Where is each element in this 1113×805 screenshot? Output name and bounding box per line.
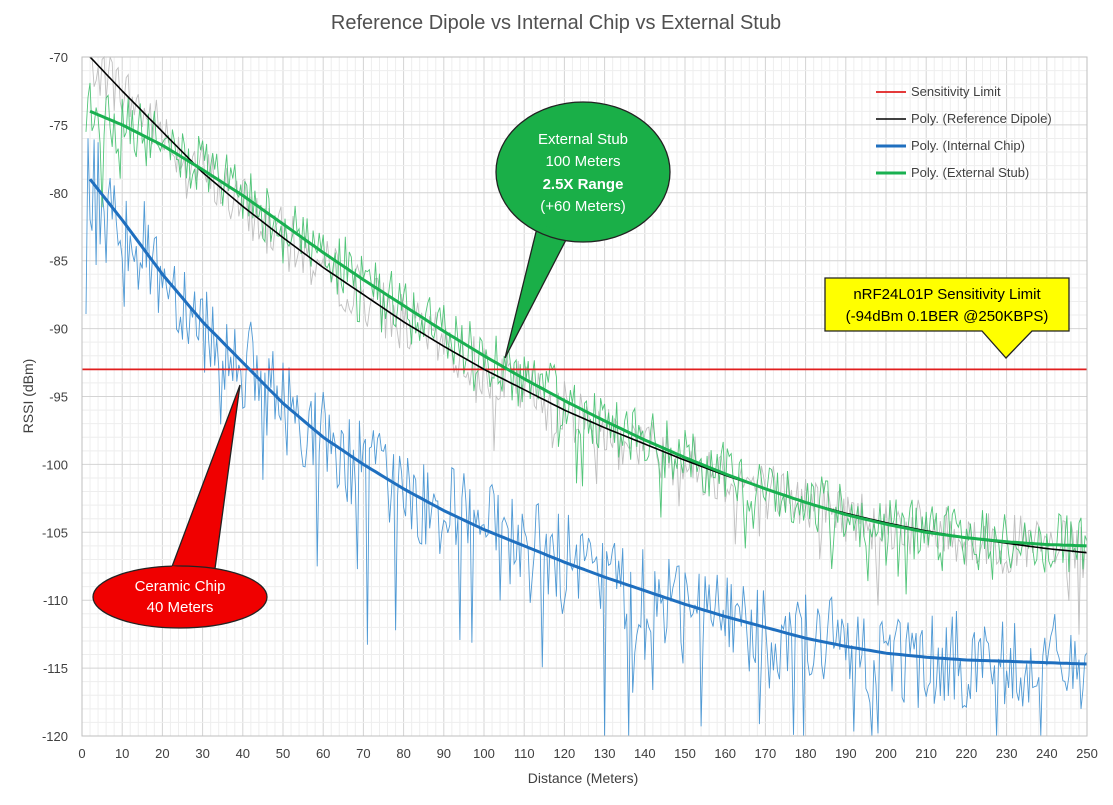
legend-entry: Poly. (External Stub) — [911, 165, 1029, 180]
raw-trace-poly-external-stub- — [85, 82, 1088, 595]
y-axis-title: RSSI (dBm) — [20, 359, 36, 434]
x-tick-label: 50 — [276, 746, 290, 761]
y-tick-label: -70 — [49, 50, 68, 65]
raw-data-traces — [85, 55, 1088, 737]
x-tick-label: 130 — [594, 746, 616, 761]
y-tick-label: -120 — [42, 729, 68, 744]
raw-trace-poly-internal-chip- — [85, 138, 1088, 737]
plot-area-border — [81, 56, 1088, 737]
y-tick-label: -90 — [49, 322, 68, 337]
y-tick-label: -110 — [43, 593, 68, 608]
x-tick-label: 110 — [514, 746, 535, 761]
series-line-poly-internal-chip- — [88, 178, 1088, 666]
x-tick-label: 200 — [875, 746, 897, 761]
x-tick-label: 100 — [473, 746, 495, 761]
callout-limit-line1: nRF24L01P Sensitivity Limit — [853, 286, 1041, 303]
y-tick-label: -100 — [42, 457, 68, 472]
x-tick-label: 240 — [1036, 746, 1058, 761]
x-tick-label: 90 — [437, 746, 451, 761]
callout-external-stub: External Stub 100 Meters 2.5X Range (+60… — [495, 101, 671, 359]
x-tick-label: 210 — [915, 746, 937, 761]
x-tick-label: 220 — [956, 746, 978, 761]
legend-entry: Poly. (Internal Chip) — [911, 138, 1025, 153]
x-tick-label: 190 — [835, 746, 857, 761]
y-tick-label: -85 — [49, 254, 68, 269]
x-tick-label: 120 — [554, 746, 576, 761]
callout-stub-line3: 2.5X Range — [543, 176, 624, 193]
x-tick-label: 70 — [356, 746, 370, 761]
trend-lines — [88, 56, 1088, 666]
callout-limit-line2: (-94dBm 0.1BER @250KBPS) — [846, 308, 1049, 325]
legend-entry: Poly. (Reference Dipole) — [911, 111, 1052, 126]
x-tick-label: 40 — [236, 746, 250, 761]
y-tick-label: -105 — [42, 525, 68, 540]
x-axis-title: Distance (Meters) — [528, 770, 638, 786]
x-tick-label: 140 — [634, 746, 656, 761]
x-tick-label: 30 — [195, 746, 209, 761]
x-tick-label: 20 — [155, 746, 169, 761]
x-tick-label: 60 — [316, 746, 330, 761]
x-tick-label: 150 — [674, 746, 696, 761]
y-tick-label: -80 — [49, 186, 68, 201]
axes: 0 10 20 30 40 50 60 70 80 90 100 110 120 130 140 150 160… — [42, 50, 1098, 761]
callout-chip-line2: 40 Meters — [147, 599, 214, 616]
x-tick-label: 170 — [755, 746, 777, 761]
x-tick-label: 10 — [115, 746, 129, 761]
x-tick-label: 230 — [996, 746, 1018, 761]
y-tick-label: -95 — [49, 390, 68, 405]
y-tick-label: -75 — [49, 118, 68, 133]
callout-ceramic-chip: Ceramic Chip 40 Meters — [92, 384, 268, 629]
x-tick-label: 250 — [1076, 746, 1098, 761]
x-tick-label: 160 — [714, 746, 736, 761]
callout-stub-line2: 100 Meters — [545, 153, 620, 170]
legend-entry: Sensitivity Limit — [911, 84, 1001, 99]
callout-chip-line1: Ceramic Chip — [135, 578, 226, 595]
x-tick-label: 180 — [795, 746, 817, 761]
y-tick-label: -115 — [43, 661, 68, 676]
chart-title: Reference Dipole vs Internal Chip vs Ext… — [331, 12, 781, 34]
x-tick-label: 80 — [396, 746, 410, 761]
callout-sensitivity-limit: nRF24L01P Sensitivity Limit (-94dBm 0.1B… — [824, 277, 1070, 359]
x-tick-label: 0 — [78, 746, 85, 761]
callout-stub-line1: External Stub — [538, 131, 628, 148]
series-line-poly-external-stub- — [89, 109, 1088, 548]
grid — [81, 56, 1088, 737]
legend: Sensitivity Limit Poly. (Reference Dipole… — [876, 84, 1052, 180]
callout-stub-line4: (+60 Meters) — [540, 198, 625, 215]
